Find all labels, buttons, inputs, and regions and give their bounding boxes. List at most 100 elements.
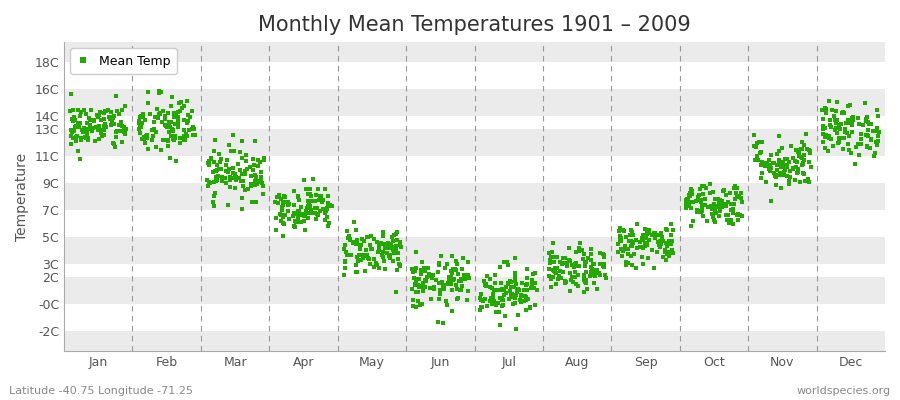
- Mean Temp: [845, 117, 859, 124]
- Mean Temp: [850, 114, 865, 121]
- Mean Temp: [231, 160, 246, 167]
- Bar: [64, 116, 885, 130]
- Mean Temp: [313, 208, 328, 214]
- Mean Temp: [500, 281, 515, 287]
- Mean Temp: [567, 261, 581, 268]
- Mean Temp: [444, 274, 458, 280]
- Mean Temp: [236, 177, 250, 184]
- Mean Temp: [273, 210, 287, 217]
- Mean Temp: [583, 257, 598, 264]
- Mean Temp: [642, 230, 656, 236]
- Mean Temp: [380, 250, 394, 256]
- Mean Temp: [797, 171, 812, 177]
- Mean Temp: [320, 206, 334, 212]
- Mean Temp: [762, 163, 777, 169]
- Mean Temp: [849, 144, 863, 150]
- Mean Temp: [287, 218, 302, 224]
- Mean Temp: [491, 286, 505, 293]
- Mean Temp: [325, 203, 339, 209]
- Mean Temp: [828, 117, 842, 124]
- Mean Temp: [274, 196, 289, 202]
- Mean Temp: [728, 190, 742, 196]
- Mean Temp: [220, 169, 235, 175]
- Mean Temp: [779, 162, 794, 168]
- Mean Temp: [291, 215, 305, 221]
- Mean Temp: [320, 193, 335, 200]
- Mean Temp: [168, 133, 183, 140]
- Mean Temp: [339, 252, 354, 258]
- Mean Temp: [658, 246, 672, 253]
- Mean Temp: [99, 108, 113, 115]
- Mean Temp: [814, 107, 829, 114]
- Mean Temp: [81, 126, 95, 132]
- Mean Temp: [848, 161, 862, 168]
- Mean Temp: [201, 182, 215, 189]
- Mean Temp: [624, 243, 638, 249]
- Mean Temp: [824, 135, 838, 142]
- Mean Temp: [410, 276, 424, 282]
- Mean Temp: [860, 132, 874, 138]
- Mean Temp: [694, 197, 708, 204]
- Mean Temp: [184, 108, 199, 115]
- Mean Temp: [636, 245, 651, 251]
- Mean Temp: [841, 103, 855, 109]
- Mean Temp: [500, 259, 514, 266]
- Mean Temp: [730, 212, 744, 218]
- Mean Temp: [378, 245, 392, 252]
- Mean Temp: [202, 161, 216, 168]
- Mean Temp: [504, 291, 518, 297]
- Mean Temp: [171, 123, 185, 130]
- Mean Temp: [158, 116, 172, 122]
- Mean Temp: [444, 281, 458, 288]
- Mean Temp: [104, 114, 119, 121]
- Mean Temp: [861, 120, 876, 127]
- Mean Temp: [834, 120, 849, 127]
- Mean Temp: [417, 265, 431, 271]
- Mean Temp: [713, 197, 727, 204]
- Mean Temp: [827, 113, 842, 120]
- Mean Temp: [589, 269, 603, 276]
- Mean Temp: [342, 233, 356, 240]
- Mean Temp: [209, 178, 223, 184]
- Mean Temp: [148, 144, 163, 150]
- Mean Temp: [842, 116, 856, 123]
- Mean Temp: [708, 202, 723, 209]
- Mean Temp: [826, 143, 841, 150]
- Mean Temp: [715, 204, 729, 210]
- Mean Temp: [754, 170, 769, 176]
- Mean Temp: [586, 261, 600, 267]
- Mean Temp: [106, 140, 121, 146]
- Mean Temp: [494, 280, 508, 286]
- Mean Temp: [547, 267, 562, 274]
- Mean Temp: [209, 174, 223, 180]
- Mean Temp: [518, 307, 533, 313]
- Mean Temp: [302, 205, 316, 212]
- Mean Temp: [71, 120, 86, 126]
- Mean Temp: [846, 116, 860, 122]
- Mean Temp: [621, 246, 635, 252]
- Mean Temp: [457, 272, 472, 278]
- Mean Temp: [433, 286, 447, 293]
- Mean Temp: [247, 162, 261, 168]
- Mean Temp: [318, 210, 332, 216]
- Mean Temp: [409, 278, 423, 284]
- Mean Temp: [201, 160, 215, 166]
- Mean Temp: [688, 198, 703, 204]
- Mean Temp: [870, 106, 885, 113]
- Mean Temp: [637, 235, 652, 241]
- Mean Temp: [346, 219, 361, 225]
- Bar: [64, 264, 885, 277]
- Mean Temp: [499, 284, 513, 290]
- Mean Temp: [423, 285, 437, 292]
- Mean Temp: [797, 151, 812, 158]
- Mean Temp: [712, 202, 726, 208]
- Mean Temp: [522, 305, 536, 311]
- Mean Temp: [451, 295, 465, 301]
- Mean Temp: [713, 206, 727, 212]
- Mean Temp: [64, 140, 78, 147]
- Mean Temp: [214, 166, 229, 172]
- Mean Temp: [64, 133, 78, 140]
- Mean Temp: [442, 275, 456, 281]
- Mean Temp: [860, 143, 874, 150]
- Mean Temp: [87, 118, 102, 124]
